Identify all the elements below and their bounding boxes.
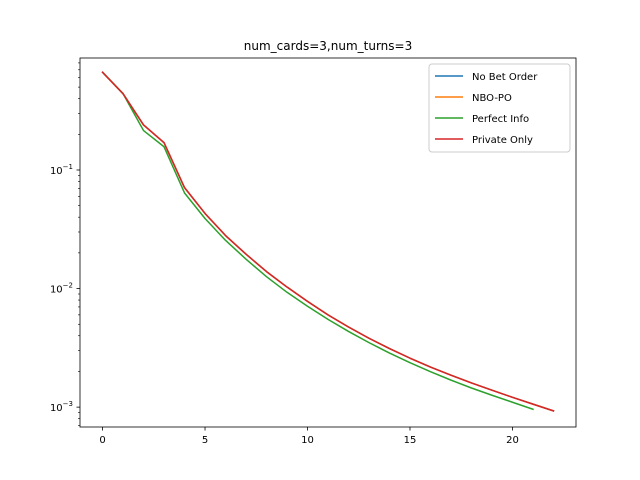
legend-label: Private Only — [472, 135, 533, 146]
y-tick-label: 10−1 — [50, 163, 73, 177]
y-tick-label: 10−3 — [50, 400, 73, 414]
y-axis: 10−310−210−1 — [50, 62, 80, 426]
legend-label: NBO-PO — [472, 93, 512, 104]
x-tick-label: 20 — [506, 435, 519, 446]
y-tick-base: 10 — [50, 166, 63, 177]
legend-box — [428, 63, 571, 153]
series-line-private-only — [101, 71, 555, 412]
series-line-perfect-info — [101, 71, 534, 411]
y-tick-exponent: −3 — [63, 400, 73, 408]
x-axis: 0 5 10 15 20 — [99, 427, 519, 446]
legend-label: Perfect Info — [472, 114, 529, 125]
x-tick-label: 5 — [202, 435, 208, 446]
chart-title: num_cards=3,num_turns=3 — [244, 39, 412, 53]
y-tick-label: 10−2 — [50, 282, 73, 296]
plot-lines — [101, 71, 555, 412]
y-tick-base: 10 — [50, 285, 63, 296]
x-tick-label: 10 — [301, 435, 314, 446]
y-tick-exponent: −1 — [63, 163, 73, 171]
y-tick-exponent: −2 — [63, 282, 73, 290]
legend-label: No Bet Order — [472, 72, 538, 83]
x-tick-label: 0 — [99, 435, 105, 446]
x-tick-label: 15 — [404, 435, 417, 446]
plot-frame — [79, 57, 577, 428]
legend: No Bet Order NBO-PO Perfect Info Private On… — [428, 63, 571, 153]
y-tick-base: 10 — [50, 403, 63, 414]
